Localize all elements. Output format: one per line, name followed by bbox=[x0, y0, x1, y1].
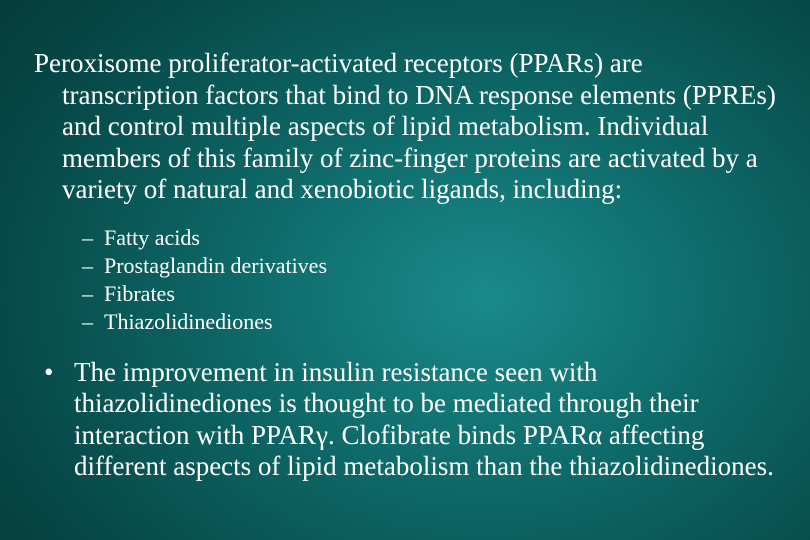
bullet-text: The improvement in insulin resistance se… bbox=[74, 357, 776, 483]
bullet-paragraph-block: • The improvement in insulin resistance … bbox=[34, 357, 776, 483]
intro-text: Peroxisome proliferator-activated recept… bbox=[34, 48, 776, 206]
list-item: Prostaglandin derivatives bbox=[104, 252, 776, 280]
ligand-list: Fatty acids Prostaglandin derivatives Fi… bbox=[34, 224, 776, 337]
list-item: Fibrates bbox=[104, 280, 776, 308]
list-item: Thiazolidinediones bbox=[104, 308, 776, 336]
bullet-marker: • bbox=[44, 357, 74, 483]
intro-paragraph: Peroxisome proliferator-activated recept… bbox=[34, 48, 776, 206]
list-item: Fatty acids bbox=[104, 224, 776, 252]
